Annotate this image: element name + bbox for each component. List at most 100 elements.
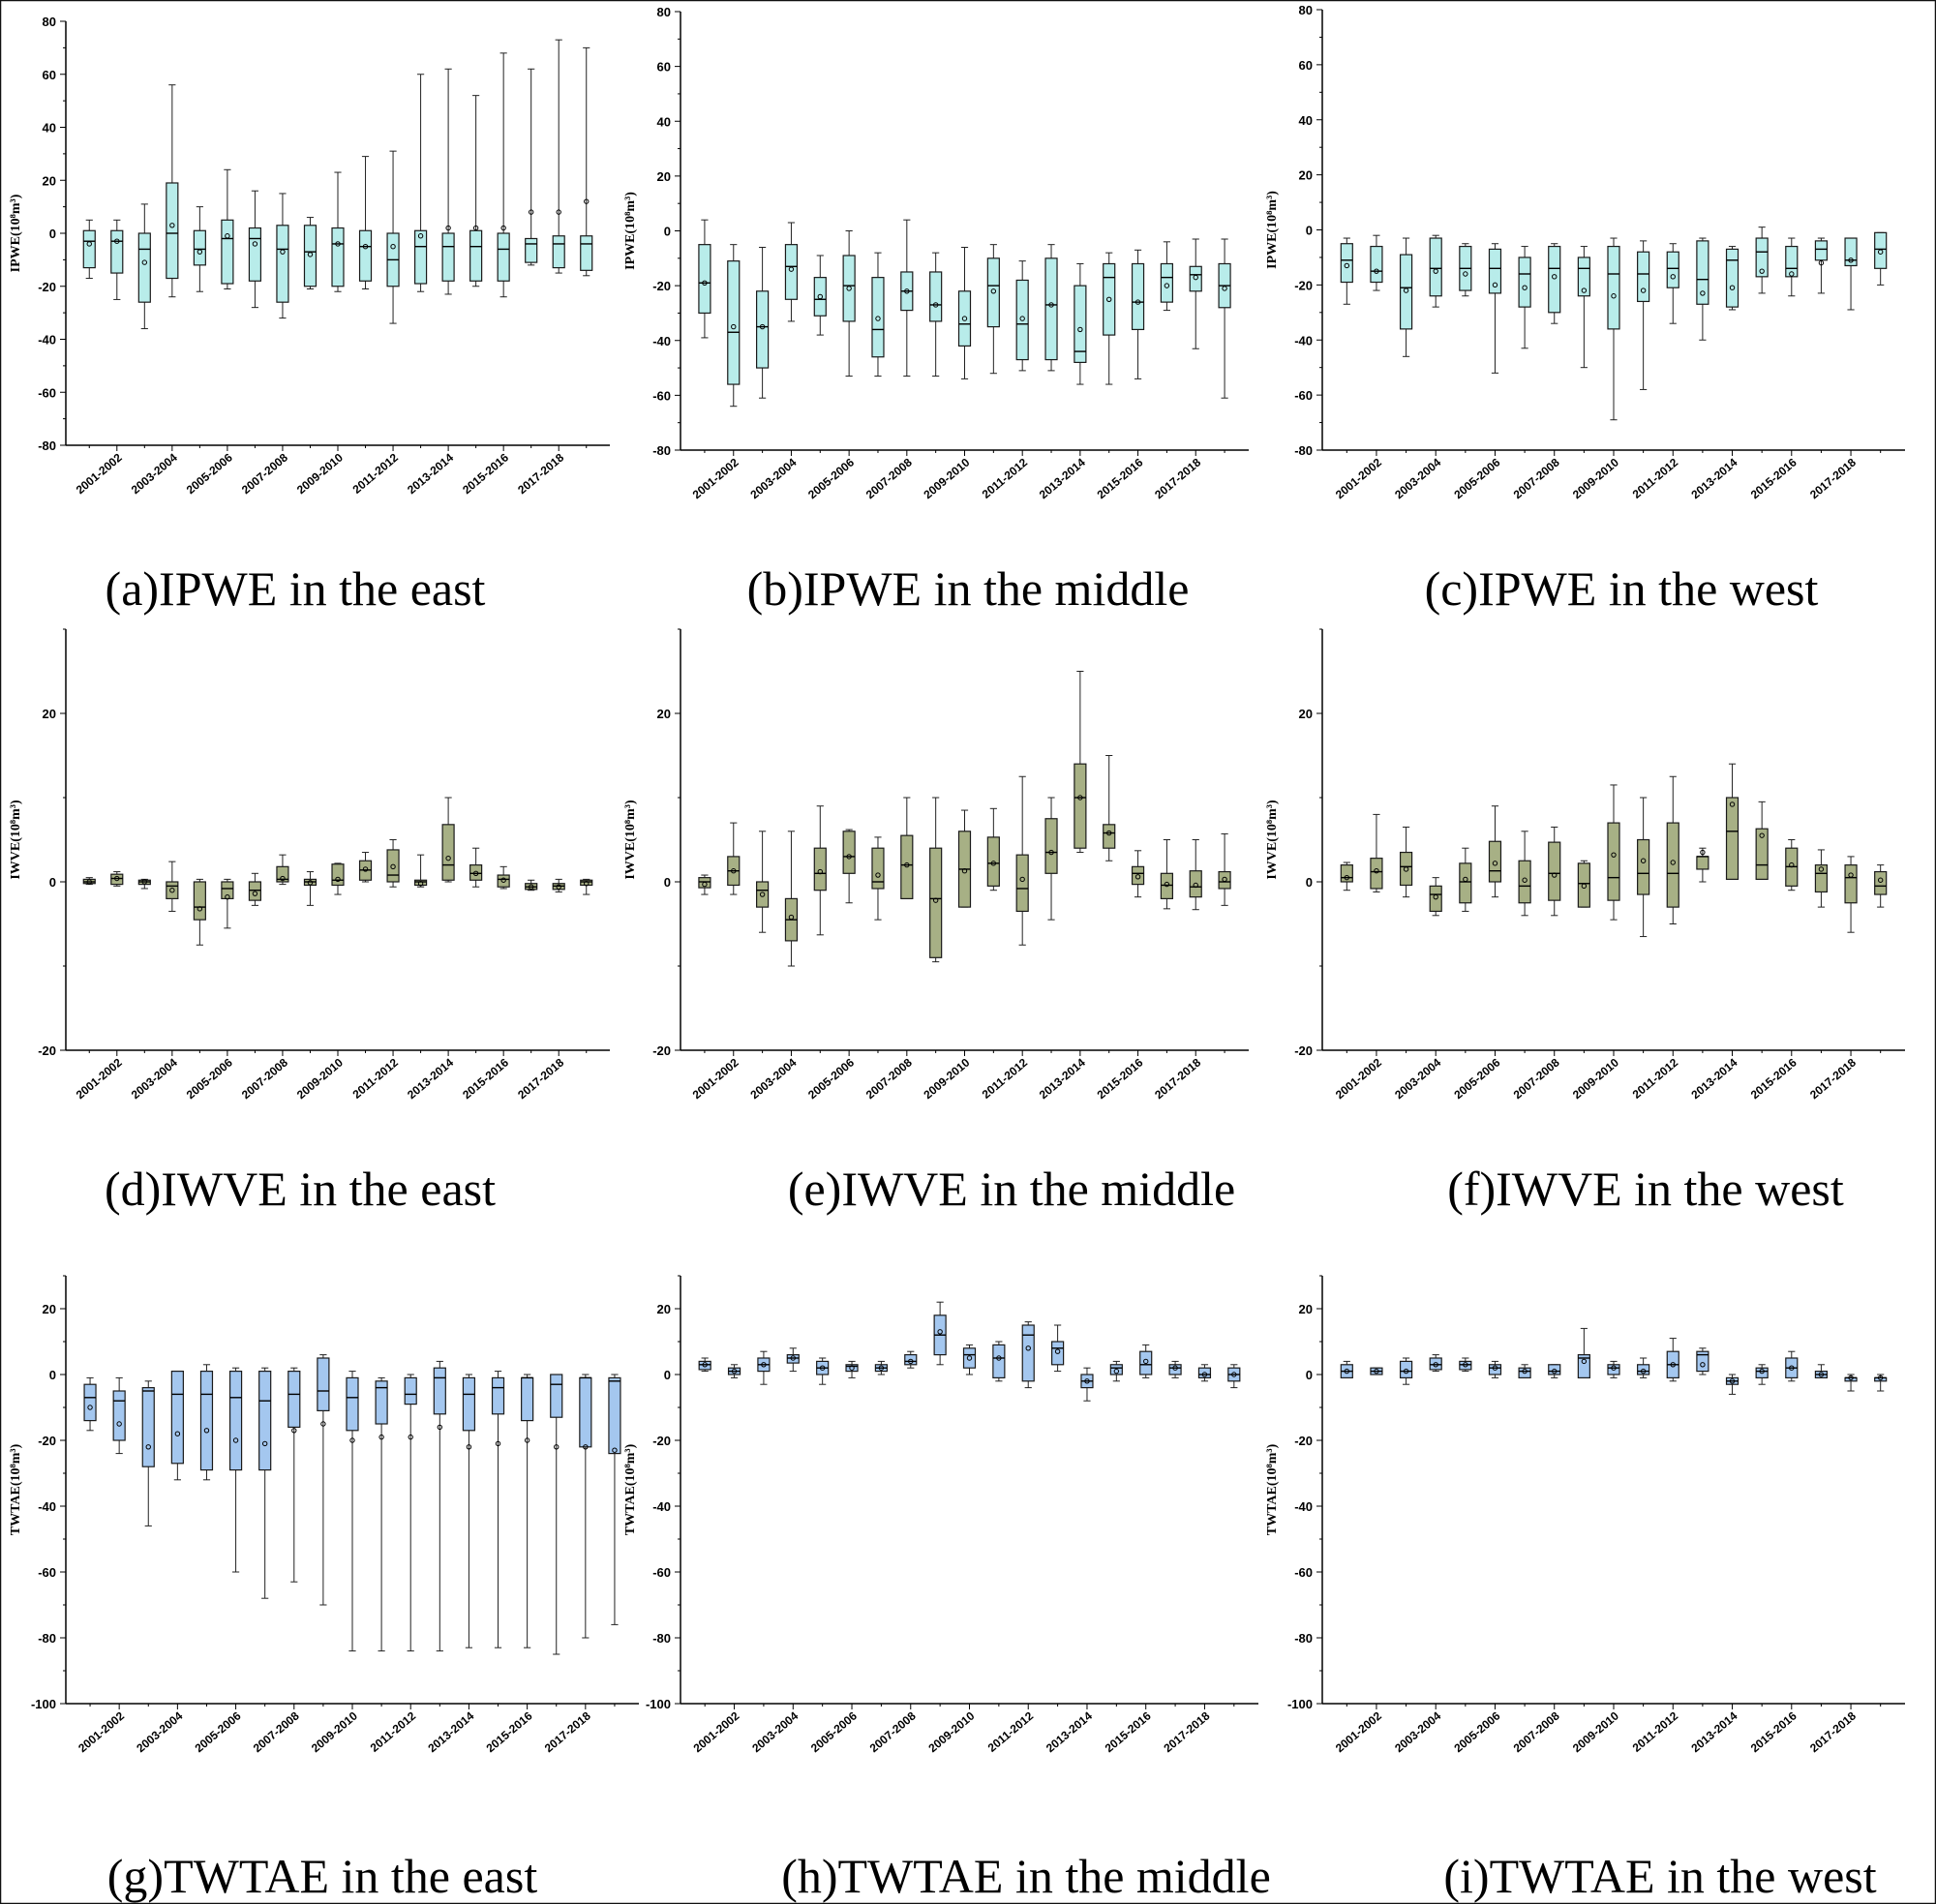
mean-marker	[291, 1428, 297, 1434]
y-tick-label: 20	[43, 707, 56, 721]
mean-marker	[408, 1434, 413, 1440]
box-iqr	[1844, 237, 1858, 267]
y-tick-label: 0	[1306, 875, 1313, 890]
y-tick-label: 20	[657, 1302, 671, 1316]
box-10	[1607, 1360, 1620, 1378]
mean-marker	[875, 316, 881, 321]
mean-marker	[1552, 274, 1558, 280]
y-tick-label: 40	[1299, 113, 1313, 128]
box-15	[1109, 1360, 1123, 1382]
y-tick-label: 20	[1299, 1302, 1313, 1316]
box-9	[1577, 860, 1590, 908]
box-16	[1131, 850, 1145, 898]
box-iqr	[550, 1374, 563, 1418]
mean-marker	[1729, 801, 1736, 807]
box-iqr	[346, 1376, 359, 1432]
box-10	[331, 171, 345, 292]
mean-marker	[1106, 296, 1112, 302]
box-iqr	[1103, 262, 1116, 336]
box-13	[1696, 847, 1709, 883]
mean-marker	[932, 302, 939, 308]
mean-marker	[702, 1362, 708, 1368]
mean-marker	[961, 316, 968, 321]
mean-marker	[349, 1437, 355, 1443]
y-tick-label: 80	[43, 15, 56, 29]
box-iqr	[1577, 1353, 1590, 1378]
box-iqr	[813, 277, 827, 317]
box-1	[1340, 1360, 1353, 1379]
mean-marker	[966, 1355, 973, 1361]
box-14	[1080, 1367, 1094, 1402]
box-4	[1429, 234, 1442, 308]
mean-marker	[556, 209, 561, 215]
box-7	[874, 1360, 888, 1375]
box-iqr	[1785, 245, 1799, 278]
box-iqr	[1518, 257, 1531, 308]
mean-marker	[1877, 877, 1884, 883]
box-iqr	[1488, 248, 1502, 294]
mean-marker	[197, 249, 203, 255]
mean-marker	[169, 888, 175, 893]
box-iqr	[1637, 251, 1650, 303]
mean-marker	[169, 223, 175, 228]
box-iqr	[497, 874, 510, 888]
box-iqr	[1548, 1364, 1561, 1375]
box-4	[166, 861, 179, 912]
y-tick-label: -40	[652, 334, 671, 348]
box-18	[552, 39, 565, 274]
mean-marker	[817, 293, 823, 300]
box-13	[1696, 237, 1709, 341]
mean-marker	[1433, 268, 1438, 274]
mean-marker	[1143, 1358, 1149, 1365]
mean-marker	[1670, 274, 1676, 280]
box-2	[727, 1364, 741, 1378]
box-12	[1666, 775, 1679, 924]
y-tick-label: 0	[1306, 224, 1313, 238]
box-iqr	[727, 260, 741, 385]
mean-marker	[849, 1365, 855, 1371]
box-iqr	[1131, 865, 1145, 886]
y-tick-label: 20	[657, 707, 671, 721]
box-18	[1844, 1374, 1858, 1392]
box-iqr	[462, 1376, 476, 1432]
mean-marker	[417, 881, 424, 887]
box-5	[813, 255, 827, 336]
mean-marker	[1611, 852, 1617, 858]
box-3	[137, 878, 151, 890]
box-iqr	[276, 865, 289, 883]
y-tick-label: 0	[664, 875, 671, 890]
box-1	[83, 1376, 97, 1432]
box-12	[1015, 775, 1029, 946]
mean-marker	[466, 1444, 472, 1450]
mean-marker	[731, 867, 737, 874]
box-3	[1399, 1357, 1413, 1385]
mean-marker	[1759, 1368, 1765, 1375]
box-iqr	[962, 1347, 977, 1369]
mean-marker	[261, 1440, 268, 1447]
box-8	[287, 1367, 301, 1583]
box-iqr	[110, 873, 124, 886]
mean-marker	[1403, 287, 1409, 293]
y-tick-label: -20	[1294, 1434, 1313, 1448]
box-8	[900, 797, 914, 900]
y-tick-label: 20	[1299, 707, 1313, 721]
box-15	[469, 95, 483, 287]
box-7	[258, 1367, 272, 1599]
mean-marker	[87, 1405, 93, 1410]
mean-marker	[1729, 1378, 1736, 1384]
box-iqr	[986, 257, 1000, 328]
box-6	[1488, 1360, 1502, 1378]
mean-marker	[731, 1368, 738, 1375]
mean-marker	[1463, 271, 1468, 277]
mean-marker	[759, 323, 766, 330]
box-15	[491, 1371, 505, 1648]
box-13	[1044, 797, 1058, 921]
box-iqr	[469, 863, 483, 881]
box-4	[1429, 1354, 1442, 1373]
box-12	[1015, 260, 1029, 372]
box-iqr	[929, 271, 943, 322]
box-iqr	[1218, 870, 1231, 890]
box-12	[1021, 1321, 1035, 1389]
box-iqr	[221, 881, 234, 899]
box-3	[756, 831, 770, 933]
